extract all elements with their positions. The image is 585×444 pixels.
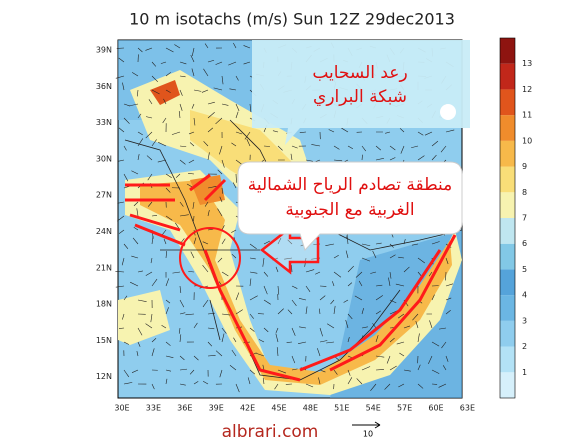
reference-label: 10	[363, 430, 373, 439]
callout-text: منطقة تصادم الرياح الشمالية	[248, 175, 453, 195]
lon-label: 30E	[114, 404, 129, 413]
lat-label: 15N	[96, 336, 112, 345]
color-swatch	[500, 115, 515, 141]
colorbar-label: 8	[522, 188, 527, 197]
lat-label: 12N	[96, 372, 112, 381]
color-swatch	[500, 38, 515, 64]
color-swatch	[500, 295, 515, 321]
lon-label: 63E	[460, 404, 475, 413]
color-swatch	[500, 167, 515, 193]
colorbar-label: 4	[522, 291, 527, 300]
icon	[440, 104, 456, 120]
lat-label: 21N	[96, 263, 112, 272]
colorbar-label: 3	[522, 316, 527, 325]
lon-label: 51E	[334, 404, 349, 413]
colorbar-label: 7	[522, 214, 527, 223]
color-swatch	[500, 372, 515, 398]
site-name: albrari.com	[222, 422, 319, 440]
lat-label: 24N	[96, 227, 112, 236]
lon-label: 54E	[366, 404, 381, 413]
colorbar-label: 13	[522, 59, 532, 68]
color-swatch	[500, 89, 515, 115]
lon-label: 45E	[271, 404, 286, 413]
colorbar-label: 12	[522, 85, 532, 94]
callout-text: رعد السحايب	[312, 63, 407, 83]
lon-label: 48E	[303, 404, 318, 413]
lon-label: 36E	[177, 404, 192, 413]
colorbar-label: 1	[522, 368, 527, 377]
color-swatch	[500, 347, 515, 373]
color-swatch	[500, 269, 515, 295]
color-swatch	[500, 64, 515, 90]
lat-label: 33N	[96, 118, 112, 127]
colorbar-label: 5	[522, 265, 527, 274]
callout-text: الغربية مع الجنوبية	[285, 200, 414, 220]
color-swatch	[500, 141, 515, 167]
colorbar-label: 6	[522, 239, 527, 248]
color-swatch	[500, 244, 515, 270]
colorbar-label: 9	[522, 162, 527, 171]
lon-label: 60E	[428, 404, 443, 413]
lon-label: 39E	[209, 404, 224, 413]
callout-text: شبكة البراري	[313, 87, 407, 107]
lat-label: 18N	[96, 300, 112, 309]
color-swatch	[500, 192, 515, 218]
color-swatch	[500, 218, 515, 244]
colorbar-label: 2	[522, 342, 527, 351]
lat-label: 27N	[96, 191, 112, 200]
lon-label: 33E	[146, 404, 161, 413]
colorbar-label: 11	[522, 111, 532, 120]
colorbar-label: 10	[522, 136, 532, 145]
color-swatch	[500, 321, 515, 347]
lon-label: 57E	[397, 404, 412, 413]
lat-label: 39N	[96, 46, 112, 55]
map-title: 10 m isotachs (m/s) Sun 12Z 29dec2013	[129, 10, 455, 29]
lon-label: 42E	[240, 404, 255, 413]
lat-label: 30N	[96, 154, 112, 163]
lat-label: 36N	[96, 82, 112, 91]
